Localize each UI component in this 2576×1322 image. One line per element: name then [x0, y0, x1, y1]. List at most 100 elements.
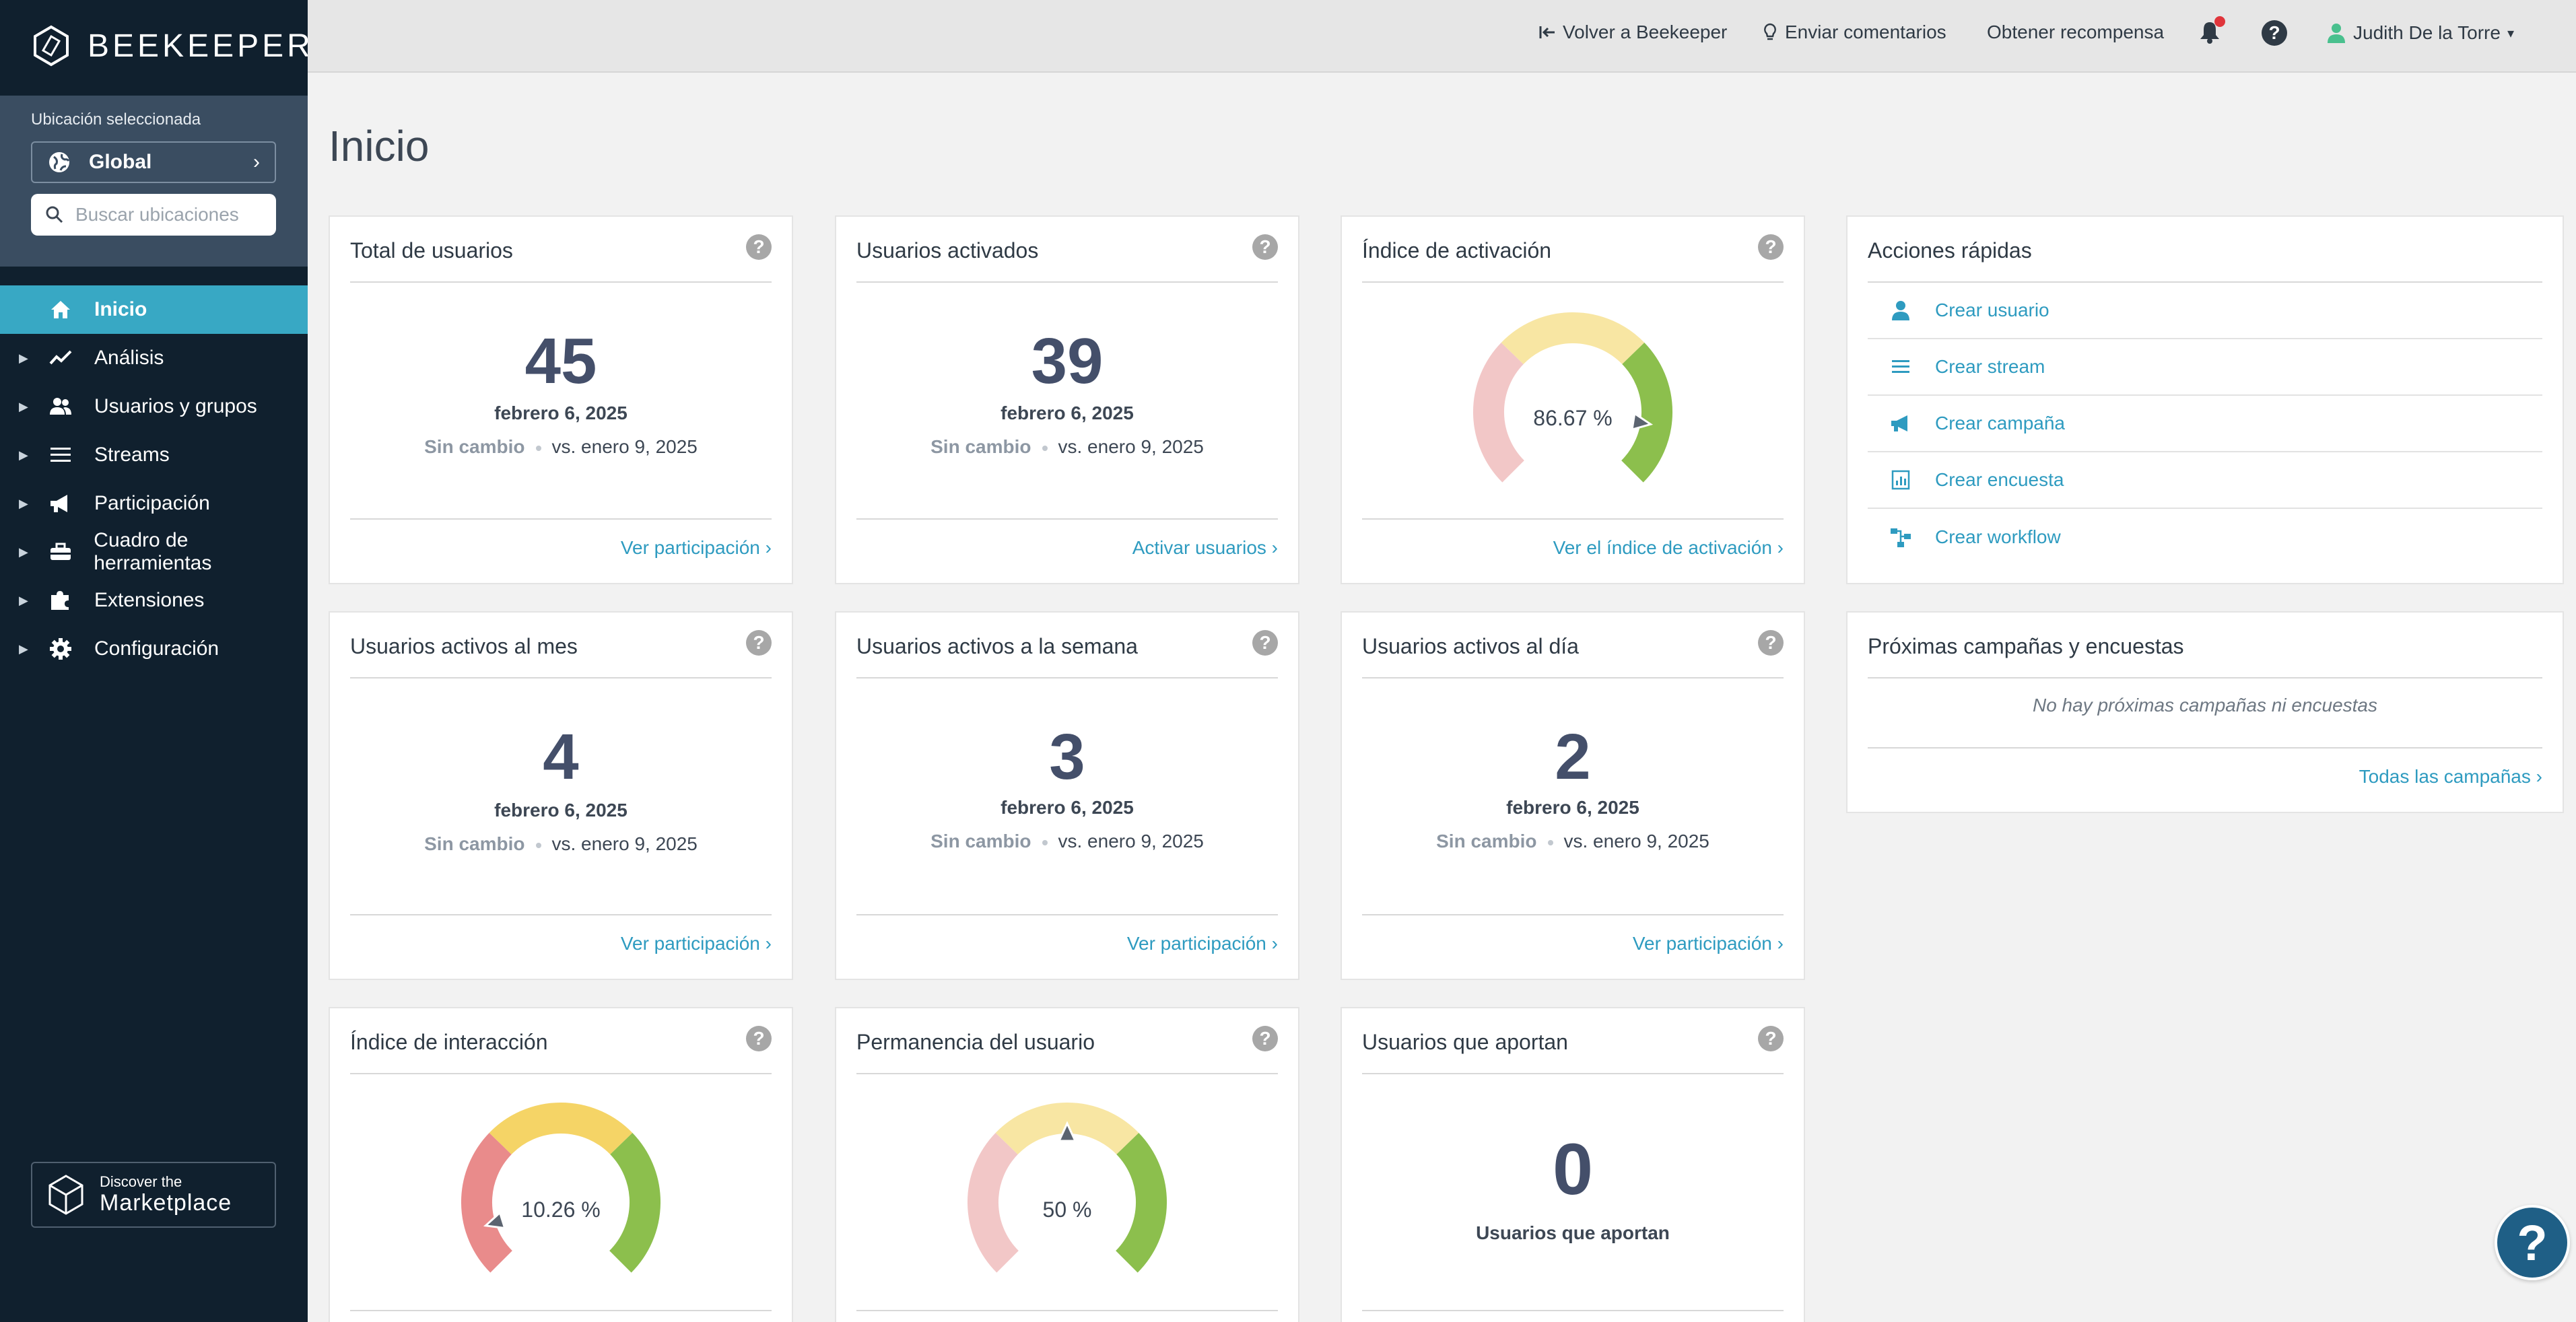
help-icon[interactable]: ? — [1758, 630, 1784, 656]
divider — [856, 281, 1278, 283]
sidebar-nav: Inicio ▶ Análisis ▶ Usuarios y grupos ▶ … — [0, 285, 308, 673]
megaphone-icon — [1891, 415, 1907, 431]
location-search[interactable]: Buscar ubicaciones — [31, 194, 276, 236]
sidebar-item-streams[interactable]: ▶ Streams — [0, 431, 308, 479]
back-to-beekeeper-link[interactable]: Volver a Beekeeper — [1538, 22, 1727, 43]
card-contributing-users: Usuarios que aportan ? 0 Usuarios que ap… — [1341, 1007, 1805, 1322]
lightbulb-icon — [1764, 23, 1776, 40]
all-campaigns-link[interactable]: Todas las campañas › — [2359, 766, 2542, 787]
megaphone-icon — [47, 490, 74, 517]
gauge-red-segment — [1473, 343, 1525, 483]
compare-text: vs. enero 9, 2025 — [1058, 436, 1204, 457]
card-title: Total de usuarios — [350, 238, 513, 263]
card-user-retention: Permanencia del usuario ? 50 % — [835, 1007, 1299, 1322]
quick-action-create-stream[interactable]: Crear stream — [1868, 339, 2542, 396]
user-avatar-icon — [2328, 24, 2345, 43]
gauge-green-segment — [1621, 343, 1672, 483]
feedback-link[interactable]: Enviar comentarios — [1762, 22, 1946, 43]
beekeeper-logo[interactable]: BEEKEEPER — [30, 24, 314, 67]
quick-action-create-campaign[interactable]: Crear campaña — [1868, 396, 2542, 452]
help-icon[interactable]: ? — [1252, 234, 1278, 260]
activate-users-link[interactable]: Activar usuarios › — [1132, 537, 1278, 558]
card-title: Usuarios activados — [856, 238, 1039, 263]
sidebar-item-participacion[interactable]: ▶ Participación — [0, 479, 308, 528]
toolbox-icon — [47, 538, 73, 565]
card-title: Permanencia del usuario — [856, 1030, 1095, 1054]
marketplace-icon — [48, 1175, 83, 1215]
metric-date: febrero 6, 2025 — [494, 800, 628, 821]
question-circle-icon: ? — [2262, 20, 2287, 46]
divider — [1868, 281, 2542, 283]
divider — [1362, 281, 1784, 283]
card-title: Índice de interacción — [350, 1030, 548, 1054]
floating-help-button[interactable]: ? — [2495, 1205, 2570, 1280]
help-icon[interactable]: ? — [746, 1026, 772, 1051]
view-participation-link[interactable]: Ver participación › — [1632, 933, 1784, 954]
view-activation-index-link[interactable]: Ver el índice de activación › — [1553, 537, 1784, 558]
help-button[interactable]: ? — [2262, 20, 2287, 46]
sidebar-item-cuadro-herramientas[interactable]: ▶ Cuadro de herramientas — [0, 528, 308, 576]
bell-icon — [2198, 16, 2225, 49]
quick-action-label: Crear campaña — [1935, 413, 2065, 433]
divider — [1362, 1073, 1784, 1074]
card-monthly-active: Usuarios activos al mes ? 4 febrero 6, 2… — [329, 611, 793, 980]
marketplace-subtitle: Discover the — [100, 1173, 182, 1190]
user-menu[interactable]: Judith De la Torre ▾ — [2326, 22, 2514, 44]
users-icon — [47, 393, 74, 420]
help-icon[interactable]: ? — [1252, 630, 1278, 656]
sidebar-item-configuracion[interactable]: ▶ Configuración — [0, 625, 308, 673]
help-icon[interactable]: ? — [746, 234, 772, 260]
help-icon[interactable]: ? — [1252, 1026, 1278, 1051]
metric-comparison: Sin cambio vs. enero 9, 2025 — [330, 833, 792, 855]
metric-value: 4 — [543, 721, 579, 793]
divider — [856, 1310, 1278, 1311]
sidebar-item-inicio[interactable]: Inicio — [0, 285, 308, 334]
change-text: Sin cambio — [1436, 831, 1537, 851]
help-icon[interactable]: ? — [746, 630, 772, 656]
caret-right-icon: ▶ — [19, 593, 28, 607]
reward-link[interactable]: Obtener recompensa — [1987, 22, 2164, 43]
metric-caption: Usuarios que aportan — [1476, 1222, 1670, 1243]
marketplace-button[interactable]: Discover the Marketplace — [31, 1162, 276, 1228]
help-icon[interactable]: ? — [1758, 234, 1784, 260]
card-title: Usuarios activos al día — [1362, 634, 1579, 658]
card-weekly-active: Usuarios activos a la semana ? 3 febrero… — [835, 611, 1299, 980]
divider — [1362, 1310, 1784, 1311]
notifications-button[interactable] — [2198, 16, 2225, 49]
metric-comparison: Sin cambio vs. enero 9, 2025 — [330, 436, 792, 458]
gauge-green-segment — [1115, 1133, 1167, 1273]
workflow-icon — [1891, 528, 1911, 547]
change-text: Sin cambio — [424, 833, 525, 854]
divider — [1362, 677, 1784, 679]
quick-action-create-user[interactable]: Crear usuario — [1868, 283, 2542, 339]
divider — [856, 914, 1278, 915]
view-participation-link[interactable]: Ver participación › — [620, 537, 772, 558]
view-participation-link[interactable]: Ver participación › — [1126, 933, 1278, 954]
compare-text: vs. enero 9, 2025 — [551, 436, 698, 457]
sidebar-item-label: Inicio — [94, 298, 147, 320]
location-selector[interactable]: Global › — [31, 141, 276, 183]
sidebar-item-usuarios[interactable]: ▶ Usuarios y grupos — [0, 382, 308, 431]
card-title: Usuarios activos a la semana — [856, 634, 1138, 658]
quick-action-create-workflow[interactable]: Crear workflow — [1868, 509, 2542, 565]
location-selected: Global — [89, 151, 152, 173]
upcoming-campaigns-card: Próximas campañas y encuestas No hay pró… — [1846, 611, 2564, 813]
sidebar-item-extensiones[interactable]: ▶ Extensiones — [0, 576, 308, 625]
change-text: Sin cambio — [930, 436, 1031, 457]
divider — [1362, 914, 1784, 915]
caret-right-icon: ▶ — [19, 496, 28, 510]
help-icon[interactable]: ? — [1758, 1026, 1784, 1051]
gauge-pointer — [1631, 411, 1654, 431]
quick-action-create-poll[interactable]: Crear encuesta — [1868, 452, 2542, 509]
sidebar-item-analisis[interactable]: ▶ Análisis — [0, 334, 308, 382]
location-search-input[interactable]: Buscar ubicaciones — [75, 204, 239, 225]
sidebar: BEEKEEPER Ubicación seleccionada Global … — [0, 0, 310, 1322]
marketplace-title: Marketplace — [100, 1190, 232, 1216]
page-title: Inicio — [329, 122, 430, 170]
metric-date: febrero 6, 2025 — [1001, 403, 1134, 423]
chevron-right-icon: › — [253, 151, 260, 173]
divider — [350, 518, 772, 520]
view-participation-link[interactable]: Ver participación › — [620, 933, 772, 954]
metric-date: febrero 6, 2025 — [1001, 797, 1134, 818]
divider — [856, 677, 1278, 679]
